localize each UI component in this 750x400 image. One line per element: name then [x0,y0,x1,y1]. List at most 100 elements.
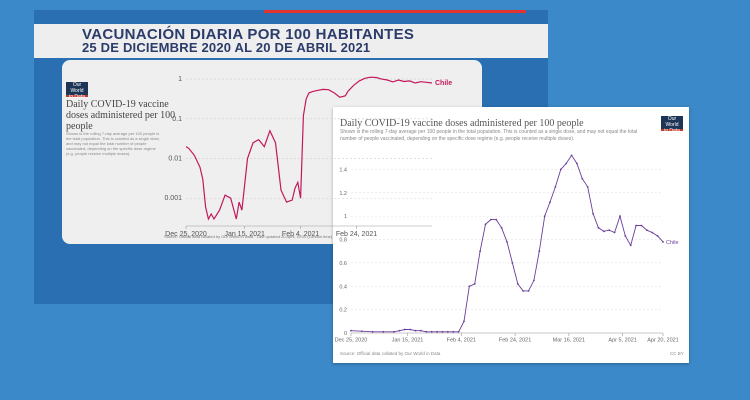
fg-ytick-label: 1 [344,214,347,220]
fg-data-point [463,320,465,323]
fg-data-point [393,330,395,333]
fg-data-point [446,330,449,333]
slide-subtitle-dates: 25 DE DICIEMBRE 2020 AL 20 DE ABRIL 2021 [82,40,371,55]
fg-data-point [635,224,638,227]
bg-xtick-label: Dec 25, 2020 [165,231,207,238]
fg-data-point [651,231,654,234]
fg-data-point [473,283,476,285]
fg-xtick-label: Dec 25, 2020 [335,338,368,344]
fg-data-point [586,186,589,188]
fg-data-point [457,330,460,333]
fg-data-point [662,240,664,243]
fg-ytick-label: 0 [344,331,347,337]
foreground-chart-title: Daily COVID-19 vaccine doses administere… [340,118,584,129]
fg-data-point [543,215,546,218]
fg-data-point [403,328,406,331]
owid-logo-card: Our World in Data [661,116,683,134]
fg-xtick-label: Apr 20, 2021 [647,338,679,344]
fg-xtick-label: Feb 4, 2021 [447,338,476,344]
bg-ytick-label: 0.01 [168,156,182,163]
foreground-chart-source: Source: Official data collated by Our Wo… [340,351,441,356]
fg-xtick-label: Apr 5, 2021 [608,338,636,344]
bg-ytick-label: 1 [178,76,182,83]
fg-data-point [629,244,632,247]
fg-data-point [350,329,352,332]
fg-data-point [436,330,438,333]
slide-title: VACUNACIÓN DIARIA POR 100 HABITANTES [82,26,415,43]
fg-data-point [592,212,594,215]
fg-data-point [608,229,611,232]
fg-data-point [613,231,616,234]
fg-data-point [559,168,562,171]
fg-data-point [581,177,584,180]
fg-data-point [430,330,433,333]
owid-logo-card-line2: in Data [664,128,680,134]
fg-xtick-label: Jan 15, 2021 [392,338,424,344]
fg-data-point [489,218,492,221]
fg-data-point [527,290,530,292]
bg-xtick-label: Jan 15, 2021 [224,231,265,238]
fg-ytick-label: 0.8 [339,238,347,244]
fg-data-point [597,226,600,229]
slide-accent-bar [264,10,526,13]
fg-data-point [506,240,508,243]
fg-data-point [500,226,503,229]
foreground-chart-card [333,107,689,363]
fg-ytick-label: 0.4 [339,284,347,290]
fg-data-point [516,283,519,285]
fg-data-point [619,215,621,218]
fg-data-point [549,201,551,204]
bg-series-label: Chile [435,80,452,87]
fg-data-point [468,285,471,288]
foreground-chart-license: CC BY [670,351,684,356]
fg-data-point [640,224,643,227]
fg-data-point [414,329,417,332]
fg-data-point [425,330,428,333]
fg-data-point [522,290,525,292]
fg-data-point [645,229,648,232]
background-chart-subtitle: Shown is the rolling 7-day average per 1… [66,131,160,156]
bg-xtick-label: Feb 4, 2021 [282,231,319,238]
foreground-chart-subtitle: Shown is the rolling 7-day average per 1… [340,129,638,142]
fg-ytick-label: 0.6 [339,261,347,267]
owid-logo: Our World in Data [66,82,88,100]
fg-data-point [360,330,363,333]
bg-xtick-label: Feb 24, 2021 [336,231,377,238]
fg-data-point [511,261,514,264]
fg-data-point [452,330,455,333]
fg-data-point [602,230,605,233]
fg-data-point [479,250,482,253]
fg-series-label: Chile [666,240,679,246]
fg-data-point [441,330,444,333]
fg-series-line-chile [350,154,664,333]
owid-logo-card-line1: Our World [665,116,679,128]
fg-data-point [495,218,498,221]
background-chart-title: Daily COVID-19 vaccine doses administere… [66,99,176,132]
bg-series-line-chile [185,76,433,221]
fg-data-point [371,330,374,333]
fg-ytick-label: 1.4 [339,167,347,173]
fg-data-point [565,162,568,165]
fg-data-point [576,162,578,165]
bg-ytick-label: 0.1 [172,116,182,123]
fg-data-point [570,154,573,157]
fg-data-point [409,328,412,331]
fg-xtick-label: Feb 24, 2021 [499,338,531,344]
fg-data-point [656,235,659,237]
owid-logo-line1: Our World [70,82,84,94]
fg-data-point [420,329,422,332]
fg-data-point [532,279,535,282]
fg-data-point [554,186,557,188]
bg-ytick-label: 0.001 [164,195,182,202]
fg-data-point [398,329,401,332]
fg-data-point [484,223,487,226]
fg-ytick-label: 1.2 [339,191,347,197]
owid-logo-line2: in Data [69,94,85,100]
fg-data-point [382,330,385,333]
fg-ytick-label: 0.2 [339,308,347,314]
fg-data-point [538,250,541,253]
background-chart-source: Source: Official data collated by Our Wo… [164,234,333,239]
slide-title-band [34,24,548,58]
fg-xtick-label: Mar 16, 2021 [553,338,585,344]
